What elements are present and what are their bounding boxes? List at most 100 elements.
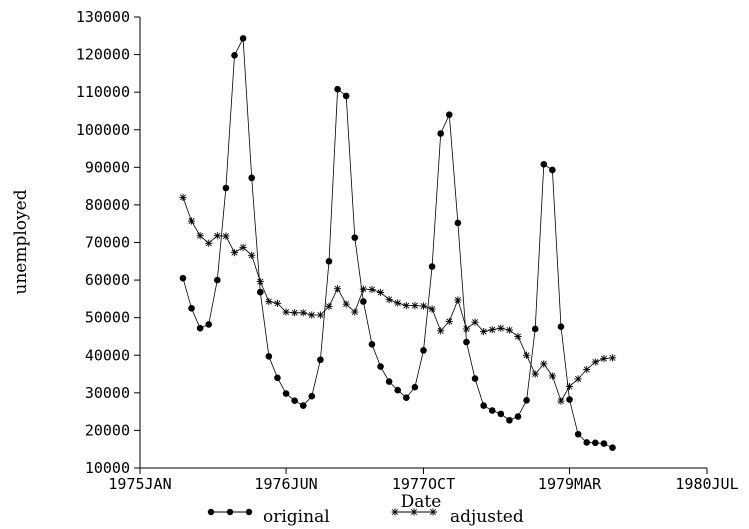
data-point-original [549,166,556,174]
data-point-original [231,52,238,59]
data-point-adjusted [222,232,230,240]
y-tick-label: 80000 [85,196,130,214]
data-point-original [574,430,582,438]
y-tick-label: 100000 [76,121,130,139]
x-axis-ticks: 1975JAN 1976JUN 1977OCT 1979MAR 1980JUL [108,468,739,493]
data-point-original [299,402,307,409]
data-point-original [488,407,496,414]
data-point-adjusted [531,370,539,378]
data-point-original [377,363,384,370]
data-point-original [531,325,539,333]
data-point-original [428,263,436,270]
y-tick-label: 10000 [85,459,130,477]
data-point-original [420,347,427,354]
data-point-adjusted [583,365,591,374]
data-point-original [351,234,359,241]
y-tick-label: 130000 [76,8,130,26]
data-point-adjusted [273,299,282,307]
legend-original-marker [245,508,253,516]
legend-original-marker [207,508,215,516]
data-point-adjusted [299,309,307,317]
y-axis-title: unemployed [11,189,31,294]
data-point-original [411,383,419,391]
data-point-adjusted [437,327,445,335]
data-point-adjusted [522,351,531,359]
y-tick-label: 60000 [85,271,130,289]
y-tick-label: 90000 [85,158,130,176]
data-point-original [317,356,324,364]
data-point-original [360,298,367,305]
data-point-adjusted [265,297,273,306]
data-point-adjusted [411,302,419,310]
data-point-adjusted [557,397,565,405]
data-point-adjusted [445,317,453,326]
data-point-adjusted [282,308,290,316]
data-point-adjusted [239,243,247,251]
data-point-adjusted [316,311,325,319]
y-tick-label: 40000 [85,346,130,364]
data-point-adjusted [548,372,556,380]
data-point-original [239,35,247,42]
data-point-adjusted [454,296,462,304]
data-point-original [445,111,453,119]
data-point-original [497,410,505,418]
data-point-adjusted [248,251,256,259]
data-point-adjusted [342,300,350,308]
y-tick-label: 70000 [85,234,130,252]
x-tick-label: 1975JAN [108,475,171,493]
x-tick-label: 1980JUL [675,475,738,493]
data-point-adjusted [325,302,333,310]
data-point-adjusted [196,232,204,240]
data-point-original [274,374,281,382]
legend-adjusted-label: adjusted [450,507,524,527]
y-axis-ticks: 10000 20000 30000 40000 50000 60000 70000 80000… [76,8,140,477]
legend-item-adjusted: adjusted [391,507,524,527]
data-point-original [600,440,608,447]
data-point-adjusted [462,325,471,333]
series-layer [179,35,617,452]
data-point-adjusted [402,302,410,310]
data-point-adjusted [376,288,385,297]
legend: original adjusted [207,507,524,527]
data-point-original [566,396,573,403]
data-point-original [282,390,290,397]
data-point-original [506,416,513,424]
data-point-adjusted [514,332,522,341]
data-point-original [188,304,195,312]
y-tick-label: 50000 [85,309,130,327]
data-point-adjusted [574,375,582,383]
data-point-original [523,397,530,404]
data-point-adjusted [505,326,514,334]
y-tick-label: 30000 [85,384,130,402]
data-point-adjusted [608,354,617,362]
legend-adjusted-marker [391,508,399,516]
data-point-adjusted [333,285,342,293]
data-point-original [256,288,264,296]
x-axis-title: Date [401,492,442,512]
data-point-original [609,444,616,452]
series-line-original [182,36,613,449]
y-tick-label: 110000 [76,83,130,101]
data-point-adjusted [256,277,264,286]
y-tick-label: 120000 [76,46,130,64]
data-point-original [592,439,599,447]
data-point-adjusted [394,299,402,307]
data-point-original [308,392,316,400]
data-point-adjusted [359,285,367,293]
legend-adjusted-marker [429,508,437,516]
legend-original-marker [226,508,234,516]
data-point-adjusted [480,327,488,336]
data-point-adjusted [291,309,299,317]
data-point-original [514,413,522,420]
data-point-adjusted [471,318,479,326]
data-point-adjusted [351,308,359,316]
legend-original-label: original [263,507,330,527]
data-point-adjusted [230,249,239,257]
x-tick-label: 1979MAR [538,475,602,493]
data-point-original [205,321,213,328]
data-point-original [325,257,333,265]
data-point-adjusted [213,232,221,240]
data-point-original [214,276,221,284]
data-point-adjusted [540,360,548,368]
